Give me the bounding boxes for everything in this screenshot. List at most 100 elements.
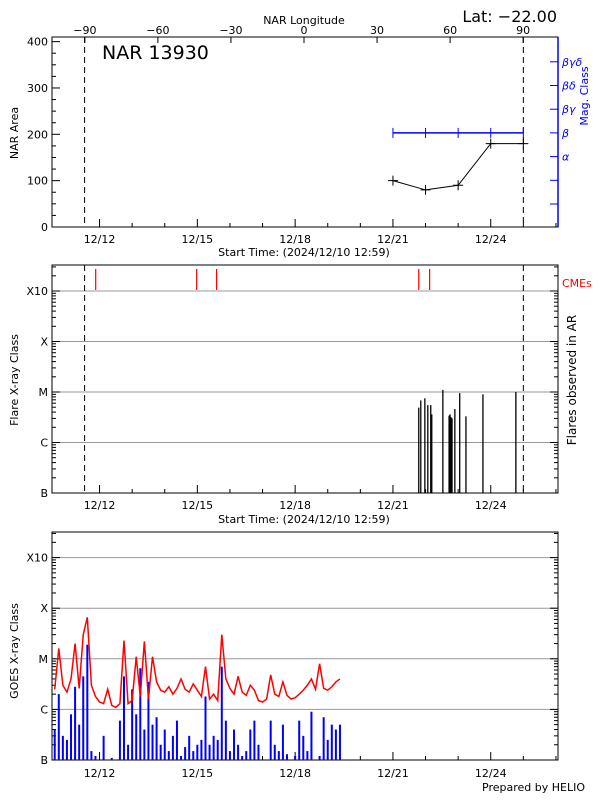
goes-short-bar <box>285 754 288 760</box>
mag-tick-label: βγ <box>561 103 576 116</box>
y-tick-label: 200 <box>27 128 48 141</box>
p1-y2label: Mag. Class <box>578 66 591 125</box>
goes-short-bar <box>220 666 223 760</box>
y-tick-label: M <box>39 386 49 399</box>
footer-credit: Prepared by HELIO <box>482 781 585 794</box>
goes-short-bar <box>180 755 183 760</box>
latitude-label: Lat: −22.00 <box>462 7 557 26</box>
y-tick-label: 0 <box>41 221 48 234</box>
goes-short-bar <box>228 751 231 760</box>
goes-short-bar <box>237 744 240 760</box>
x-tick-label: 12/18 <box>279 499 311 512</box>
area-point <box>420 184 431 195</box>
panel-goes-frame <box>51 531 559 761</box>
goes-short-bar <box>155 717 158 760</box>
goes-short-bar <box>171 735 174 760</box>
mag-tick-label: β <box>561 127 569 140</box>
area-point <box>453 180 464 191</box>
goes-short-bar <box>184 747 187 760</box>
x-tick-label: 12/15 <box>181 233 213 246</box>
goes-short-bar <box>338 724 341 760</box>
goes-short-bar <box>61 735 64 760</box>
goes-short-bar <box>175 720 178 760</box>
goes-short-bar <box>196 744 199 760</box>
p2-ylabel: Flare X-ray Class <box>8 334 21 426</box>
goes-short-bar <box>82 676 85 760</box>
goes-short-bar <box>334 729 337 760</box>
mag-tick-label: βγδ <box>561 56 583 69</box>
x-tick-label: 12/12 <box>84 499 116 512</box>
x-tick-label: 12/24 <box>475 767 507 780</box>
y-tick-label: B <box>40 754 48 767</box>
goes-short-bar <box>139 668 142 760</box>
goes-short-bar <box>269 720 272 760</box>
x-tick-label: 12/24 <box>475 233 507 246</box>
goes-short-bar <box>233 729 236 760</box>
area-point <box>387 175 398 186</box>
panel-area-frame <box>51 36 559 228</box>
goes-short-bar <box>122 676 125 760</box>
goes-short-bar <box>70 714 73 760</box>
goes-short-bar <box>127 744 130 760</box>
goes-short-bar <box>326 739 329 760</box>
x-tick-label: 12/21 <box>377 499 409 512</box>
goes-short-bar <box>118 720 121 760</box>
top-tick-label: 90 <box>516 24 530 37</box>
goes-short-bar <box>53 729 56 760</box>
area-point <box>485 138 496 149</box>
top-tick-label: 60 <box>443 24 457 37</box>
y-tick-label: 300 <box>27 82 48 95</box>
goes-short-bar <box>253 720 256 760</box>
goes-short-bar <box>78 724 81 760</box>
y-tick-label: X10 <box>26 552 48 565</box>
y-tick-label: 400 <box>27 36 48 49</box>
goes-short-bar <box>298 720 301 760</box>
goes-short-bar <box>131 689 134 760</box>
goes-short-bar <box>241 755 244 760</box>
p3-ylabel: GOES X-ray Class <box>8 603 21 699</box>
goes-short-bar <box>192 751 195 760</box>
goes-short-bar <box>90 751 93 760</box>
p1-ylabel: NAR Area <box>8 107 21 159</box>
goes-short-bar <box>322 717 325 760</box>
goes-short-bar <box>151 724 154 760</box>
x-tick-label: 12/18 <box>279 233 311 246</box>
goes-short-bar <box>57 694 60 760</box>
mag-tick-label: βδ <box>561 80 576 93</box>
x-tick-label: 12/21 <box>377 233 409 246</box>
y-tick-label: B <box>40 487 48 500</box>
goes-short-bar <box>110 757 113 760</box>
goes-short-bar <box>212 735 215 760</box>
goes-short-bar <box>102 735 105 760</box>
x-tick-label: 12/24 <box>475 499 507 512</box>
y-tick-label: 100 <box>27 175 48 188</box>
goes-short-bar <box>302 735 305 760</box>
mag-tick-label: α <box>562 151 570 164</box>
y-tick-label: C <box>40 703 48 716</box>
goes-short-bar <box>310 711 313 760</box>
x-tick-label: 12/18 <box>279 767 311 780</box>
goes-short-bar <box>65 739 68 760</box>
x-tick-label: 12/21 <box>377 767 409 780</box>
goes-short-bar <box>147 681 150 760</box>
goes-short-bar <box>249 729 252 760</box>
goes-short-bar <box>163 729 166 760</box>
top-tick-label: 0 <box>301 24 308 37</box>
p1-xlabel: Start Time: (2024/12/10 12:59) <box>218 246 390 259</box>
y-tick-label: X <box>40 336 48 349</box>
y-tick-label: X <box>40 602 48 615</box>
goes-short-bar <box>188 735 191 760</box>
top-tick-label: −30 <box>219 24 242 37</box>
goes-short-bar <box>245 751 248 760</box>
y-tick-label: M <box>39 653 49 666</box>
goes-short-bar <box>281 724 284 760</box>
goes-short-bar <box>277 751 280 760</box>
region-title: NAR 13930 <box>102 42 209 64</box>
goes-short-bar <box>135 714 138 760</box>
goes-short-bar <box>208 744 211 760</box>
goes-short-bar <box>143 729 146 760</box>
x-tick-label: 12/15 <box>181 499 213 512</box>
goes-short-bar <box>224 720 227 760</box>
top-tick-label: −90 <box>73 24 96 37</box>
